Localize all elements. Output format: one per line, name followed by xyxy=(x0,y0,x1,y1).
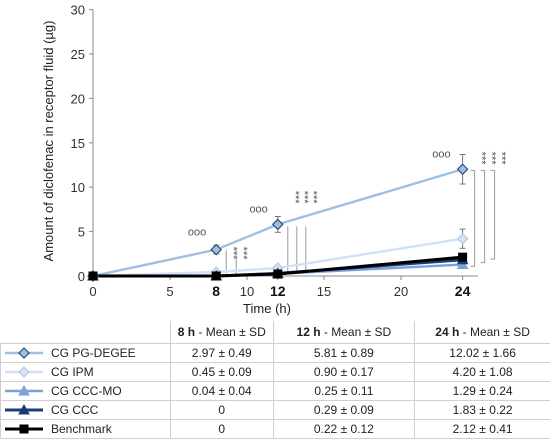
significance-stars: *** xyxy=(298,191,310,205)
table-cell: 12.02 ± 1.66 xyxy=(414,343,550,363)
table-row: CG PG-DEGEE 2.97 ± 0.49 5.81 ± 0.89 12.0… xyxy=(0,343,550,363)
significance-circles: ooo xyxy=(188,226,206,238)
table-cell: 0.90 ± 0.17 xyxy=(272,362,415,382)
legend-cell: CG IPM xyxy=(0,362,171,382)
y-tick-label: 5 xyxy=(78,225,85,240)
data-point xyxy=(271,218,284,231)
legend-swatch xyxy=(5,366,43,379)
table-cell: 0.25 ± 0.11 xyxy=(272,381,415,401)
legend-swatch xyxy=(5,404,43,415)
table-cell: 5.81 ± 0.89 xyxy=(272,343,415,363)
data-point xyxy=(273,269,283,279)
y-tick-label: 10 xyxy=(71,180,85,195)
header-time: 24 h xyxy=(435,325,460,339)
significance-circles: ooo xyxy=(249,203,267,215)
table-cell: 1.29 ± 0.24 xyxy=(414,381,550,401)
significance-bracket xyxy=(470,169,476,267)
table-cell: 2.12 ± 0.41 xyxy=(414,419,550,439)
data-point xyxy=(456,163,469,176)
table-cell: 0.45 ± 0.09 xyxy=(169,362,274,382)
table-header-8h: 8 h - Mean ± SD xyxy=(169,321,274,344)
y-tick-label: 15 xyxy=(71,136,85,151)
legend-marker xyxy=(18,366,30,379)
table-row: Benchmark 0 0.22 ± 0.12 2.12 ± 0.41 xyxy=(0,419,550,439)
table-cell: 2.97 ± 0.49 xyxy=(169,343,274,363)
table-row: CG CCC 0 0.29 ± 0.09 1.83 ± 0.22 xyxy=(0,400,550,420)
legend-swatch xyxy=(5,347,43,360)
legend-cell: CG CCC-MO xyxy=(0,381,171,401)
series-line xyxy=(92,168,463,278)
legend-label: CG IPM xyxy=(51,364,94,379)
legend-label: Benchmark xyxy=(51,421,112,436)
x-tick-label: 5 xyxy=(166,284,173,299)
data-point xyxy=(458,252,468,262)
table-row: CG CCC-MO 0.04 ± 0.04 0.25 ± 0.11 1.29 ±… xyxy=(0,381,550,401)
significance-stars: *** xyxy=(237,247,249,261)
legend-marker xyxy=(18,385,30,396)
legend-cell: CG CCC xyxy=(0,400,171,420)
legend-marker xyxy=(18,404,30,415)
y-tick-label: 0 xyxy=(78,269,85,284)
table-cell: 0.22 ± 0.12 xyxy=(272,419,415,439)
data-point xyxy=(88,271,98,281)
significance-annotations: ooo******ooo*********ooo ********* xyxy=(188,149,508,274)
x-tick-label: 0 xyxy=(89,284,96,299)
significance-bracket xyxy=(490,169,496,260)
legend-label: CG CCC xyxy=(51,402,99,417)
series-line xyxy=(93,255,463,278)
y-tick-label: 25 xyxy=(71,47,85,62)
table-header-row: 8 h - Mean ± SD 12 h - Mean ± SD 24 h - … xyxy=(1,321,550,344)
legend-marker xyxy=(18,347,30,360)
significance-stars: *** xyxy=(307,191,319,205)
legend-label: CG PG-DEGEE xyxy=(51,345,136,360)
x-tick-label: 12 xyxy=(270,283,286,299)
legend-marker xyxy=(19,424,29,434)
x-tick-label: 20 xyxy=(394,284,408,299)
chart-series xyxy=(87,154,469,282)
significance-stars: *** xyxy=(289,191,301,205)
table-cell: 0 xyxy=(169,419,274,439)
table-cell: 0 xyxy=(169,400,274,420)
x-axis-label: Time (h) xyxy=(243,301,291,316)
significance-stars: *** xyxy=(496,152,508,166)
x-tick-label: 10 xyxy=(240,284,254,299)
header-time: 8 h xyxy=(177,325,196,339)
table-row: CG IPM 0.45 ± 0.09 0.90 ± 0.17 4.20 ± 1.… xyxy=(0,362,550,382)
y-tick-label: 30 xyxy=(71,3,85,18)
legend-swatch xyxy=(5,385,43,396)
significance-stars: *** xyxy=(486,152,498,166)
y-axis-label: Amount of diclofenac in receptor fluid (… xyxy=(41,21,56,262)
data-point xyxy=(211,271,221,281)
table-cell: 0.04 ± 0.04 xyxy=(169,381,274,401)
legend-swatch xyxy=(5,424,43,434)
x-tick-label: 24 xyxy=(455,283,471,299)
table-cell: 1.83 ± 0.22 xyxy=(414,400,550,420)
header-rest: - Mean ± SD xyxy=(459,325,530,339)
header-rest: - Mean ± SD xyxy=(195,325,266,339)
data-point xyxy=(456,232,469,245)
x-tick-label: 8 xyxy=(212,283,220,299)
legend-cell: Benchmark xyxy=(0,419,171,439)
significance-stars: *** xyxy=(476,152,488,166)
table-cell: 0.29 ± 0.09 xyxy=(272,400,415,420)
data-table: 8 h - Mean ± SD 12 h - Mean ± SD 24 h - … xyxy=(0,321,550,439)
chart-axes: 0 5 10 15 20 25 30 0 5 8 10 12 15 20 24 xyxy=(71,3,478,299)
header-time: 12 h xyxy=(296,325,321,339)
legend-label: CG CCC-MO xyxy=(51,383,122,398)
table-cell: 4.20 ± 1.08 xyxy=(414,362,550,382)
x-tick-label: 15 xyxy=(317,284,331,299)
table-header-12h: 12 h - Mean ± SD xyxy=(272,321,415,344)
significance-circles: ooo xyxy=(432,149,450,161)
data-point xyxy=(210,243,223,256)
significance-bracket xyxy=(480,169,486,264)
series-line xyxy=(92,237,463,278)
table-header-24h: 24 h - Mean ± SD xyxy=(414,321,550,344)
y-tick-label: 20 xyxy=(71,91,85,106)
table-header-empty xyxy=(1,321,171,344)
header-rest: - Mean ± SD xyxy=(320,325,392,339)
legend-cell: CG PG-DEGEE xyxy=(0,343,171,363)
